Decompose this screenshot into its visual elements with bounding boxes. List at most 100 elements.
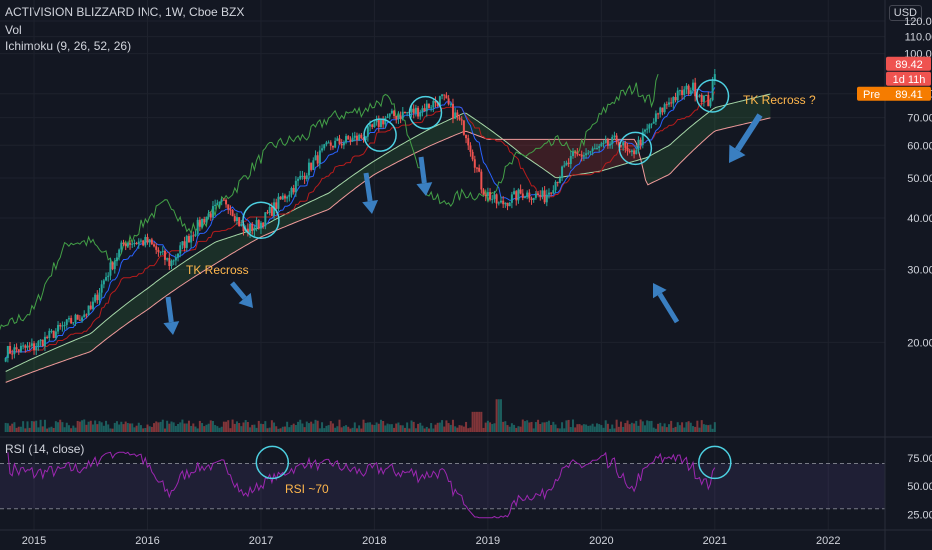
candle-body (102, 280, 105, 285)
volume-bar (246, 422, 249, 432)
volume-bar (216, 426, 219, 432)
y-tick-label: 20.00 (907, 337, 932, 349)
candle-body (222, 199, 225, 201)
volume-bar (131, 423, 134, 432)
candle-body (358, 134, 361, 141)
candle-body (613, 135, 616, 137)
volume-bar (13, 422, 16, 432)
candle-body (670, 102, 673, 104)
pre-market-tag (857, 86, 931, 101)
candle-body (539, 195, 542, 197)
volume-bar (214, 425, 217, 432)
volume-bar (643, 425, 646, 432)
volume-bar (434, 424, 437, 432)
candle-body (685, 85, 688, 90)
volume-bar (192, 423, 195, 432)
volume-bar (102, 425, 105, 432)
candle-body (198, 219, 201, 227)
volume-bar (613, 428, 616, 432)
candle-body (312, 160, 315, 170)
candle-body (519, 189, 522, 194)
candle-body (290, 188, 293, 195)
candle-body (59, 324, 62, 327)
candle-body (624, 142, 627, 148)
candle-body (462, 120, 465, 135)
candle-body (654, 113, 657, 122)
volume-bar (11, 423, 14, 432)
volume-bar (399, 425, 402, 432)
volume-bar (170, 421, 173, 432)
candle-body (24, 345, 27, 348)
candle-body (696, 96, 699, 98)
volume-bar (622, 426, 625, 432)
candle-body (663, 104, 666, 113)
candle-body (57, 324, 60, 332)
volume-bar (6, 423, 9, 432)
conversion-line (5, 87, 716, 360)
candle-body (177, 253, 180, 258)
volume-bar (423, 428, 426, 432)
volume-bar (153, 423, 156, 432)
volume-bar (427, 428, 430, 432)
candle-body (297, 178, 300, 181)
volume-bar (499, 399, 502, 432)
candle-body (369, 124, 372, 127)
candle-body (310, 162, 313, 170)
volume-bar (419, 422, 422, 432)
volume-bar (469, 427, 472, 432)
volume-bar (595, 423, 598, 432)
candle-body (589, 151, 592, 153)
candle-body (421, 108, 424, 113)
volume-bar (650, 420, 653, 432)
candle-body (397, 115, 400, 120)
candle-body (571, 151, 574, 157)
candle-body (281, 195, 284, 200)
candle-body (545, 194, 548, 203)
candle-body (216, 203, 219, 205)
volume-bar (355, 428, 358, 432)
volume-bar (565, 420, 568, 432)
candle-body (255, 220, 258, 228)
volume-bar (637, 425, 640, 432)
volume-bar (480, 411, 483, 432)
volume-bar (231, 419, 234, 432)
candle-body (209, 213, 212, 218)
candle-body (105, 277, 108, 281)
volume-bar (617, 426, 620, 432)
candle-body (558, 178, 561, 183)
candle-body (142, 240, 145, 246)
rsi-legend[interactable]: RSI (14, close) (5, 442, 85, 456)
volume-bar (207, 423, 210, 432)
candle-body (388, 113, 391, 117)
ichimoku-legend[interactable]: Ichimoku (9, 26, 52, 26) (5, 39, 132, 53)
candle-body (711, 80, 714, 101)
volume-bar (205, 424, 208, 432)
volume-bar (397, 422, 400, 432)
volume-bar (225, 421, 228, 432)
candle-body (678, 90, 681, 92)
candle-body (249, 223, 252, 234)
candle-body (587, 152, 590, 154)
volume-bar (338, 419, 341, 432)
volume-bar (537, 419, 540, 432)
arrow-head (163, 321, 180, 335)
volume-legend[interactable]: Vol (5, 23, 22, 37)
volume-bar (447, 423, 450, 432)
volume-bar (113, 422, 116, 432)
volume-bar (475, 411, 478, 432)
candle-body (192, 235, 195, 237)
volume-bar (521, 419, 524, 432)
rsi-tick-label: 25.00 (907, 509, 932, 521)
candle-body (288, 194, 291, 197)
candle-body (355, 135, 358, 141)
candle-body (50, 330, 53, 332)
volume-bar (412, 421, 415, 432)
candle-body (617, 142, 620, 146)
currency-button[interactable]: USD (888, 5, 922, 21)
candle-body (432, 100, 435, 108)
volume-bar (567, 419, 570, 432)
x-tick-label: 2016 (135, 535, 159, 547)
candle-body (467, 138, 470, 146)
candle-body (294, 180, 297, 193)
